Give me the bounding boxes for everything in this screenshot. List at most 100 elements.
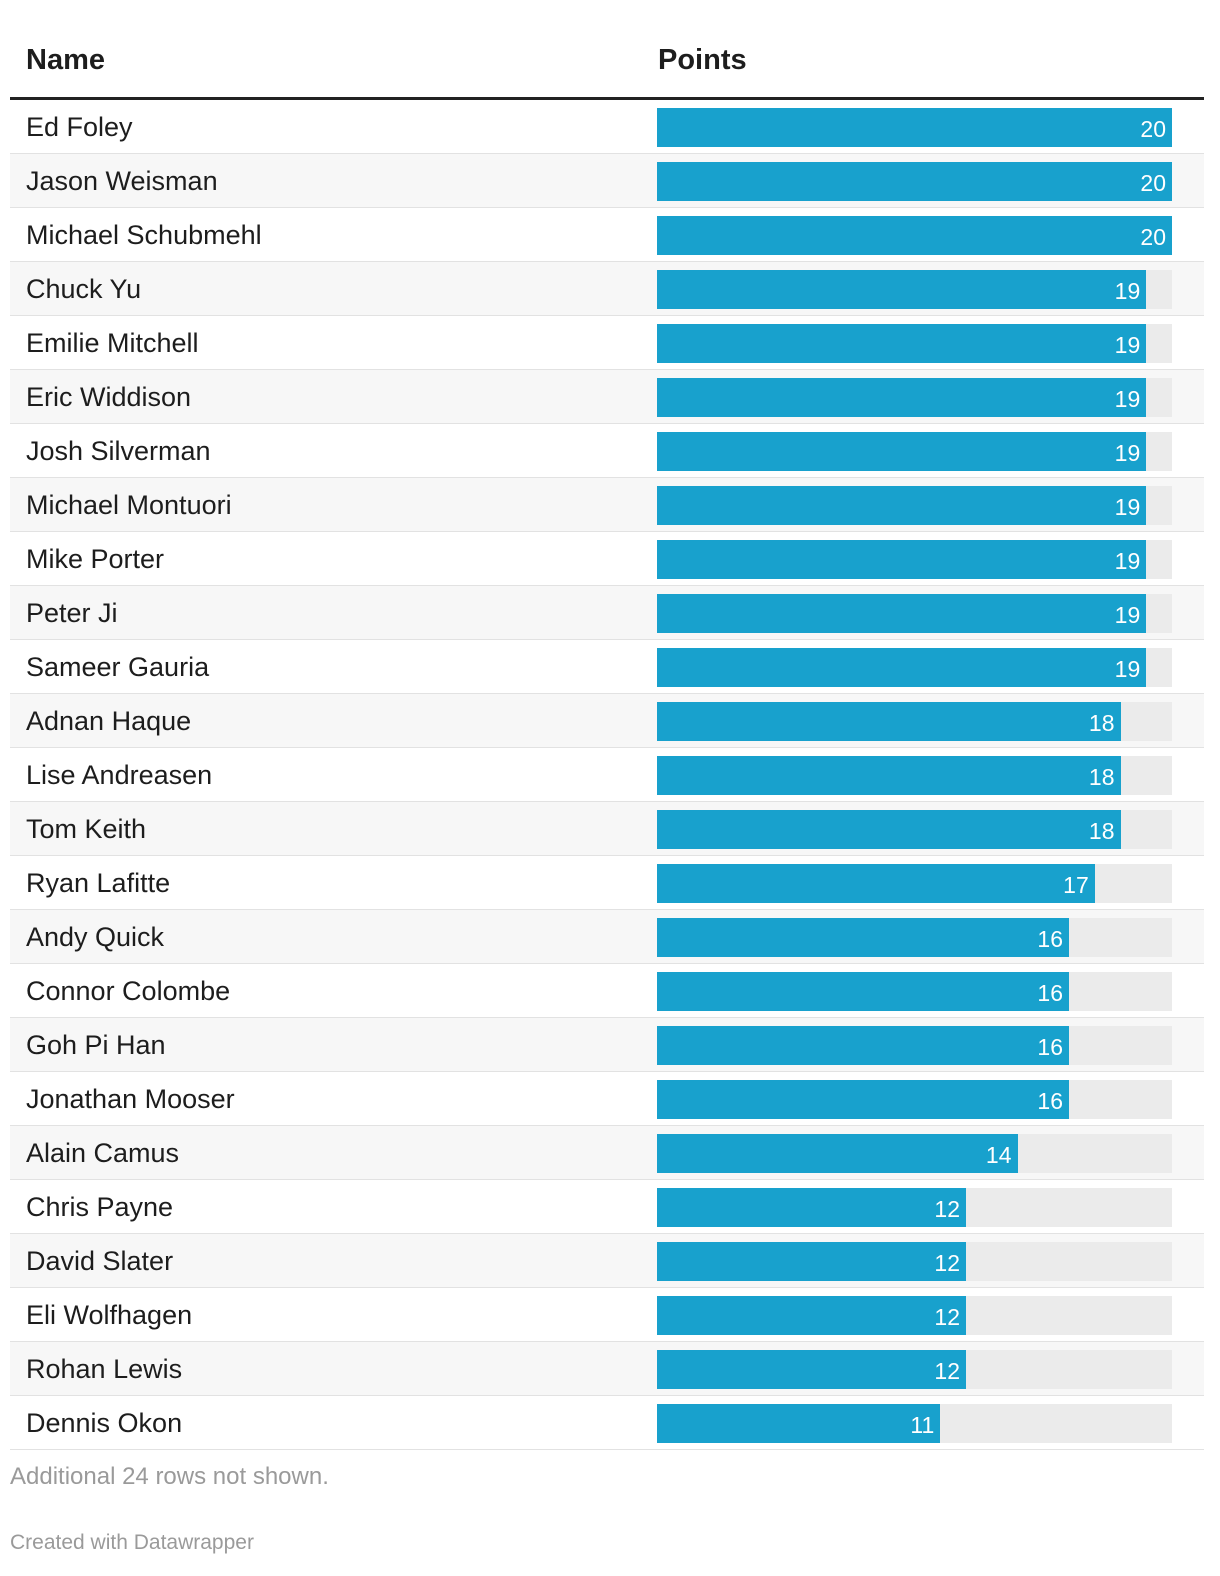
rows-hidden-note: Additional 24 rows not shown. xyxy=(10,1463,329,1490)
points-value-label: 11 xyxy=(910,1412,935,1438)
table-row: Josh Silverman 19 xyxy=(10,424,1204,478)
row-name: Eli Wolfhagen xyxy=(26,1300,193,1330)
bar-track: 12 xyxy=(657,1188,1172,1227)
bar-track: 12 xyxy=(657,1350,1172,1389)
column-header-name: Name xyxy=(26,44,105,76)
points-value-label: 12 xyxy=(934,1358,960,1384)
points-bar: 11 xyxy=(657,1404,941,1443)
row-name: Jason Weisman xyxy=(26,166,218,196)
points-bar: 12 xyxy=(657,1188,966,1227)
points-value-label: 12 xyxy=(934,1196,960,1222)
row-name: Michael Schubmehl xyxy=(26,220,262,250)
table-row: Eli Wolfhagen 12 xyxy=(10,1288,1204,1342)
row-name: Alain Camus xyxy=(26,1138,180,1168)
table-row: Ryan Lafitte 17 xyxy=(10,856,1204,910)
row-name: Mike Porter xyxy=(26,544,165,574)
table-row: Adnan Haque 18 xyxy=(10,694,1204,748)
points-value-label: 16 xyxy=(1037,980,1063,1006)
table-row: David Slater 12 xyxy=(10,1234,1204,1288)
table-row: Michael Montuori 19 xyxy=(10,478,1204,532)
points-value-label: 16 xyxy=(1037,1034,1063,1060)
points-bar: 12 xyxy=(657,1350,966,1389)
points-value-label: 12 xyxy=(934,1304,960,1330)
bar-track: 12 xyxy=(657,1242,1172,1281)
row-name: Josh Silverman xyxy=(26,436,211,466)
row-name: Eric Widdison xyxy=(26,382,192,412)
points-bar: 20 xyxy=(657,162,1172,201)
bar-track: 19 xyxy=(657,270,1172,309)
table-row: Dennis Okon 11 xyxy=(10,1396,1204,1450)
points-bar: 16 xyxy=(657,972,1069,1011)
points-bar: 16 xyxy=(657,918,1069,957)
row-name: Rohan Lewis xyxy=(26,1354,183,1384)
points-bar: 19 xyxy=(657,486,1147,525)
points-value-label: 20 xyxy=(1140,224,1166,250)
row-name: Chuck Yu xyxy=(26,274,142,304)
table-row: Mike Porter 19 xyxy=(10,532,1204,586)
points-bar: 12 xyxy=(657,1296,966,1335)
table-body: Ed Foley 20 Jason Weisman 20 Michael Schubme… xyxy=(10,100,1204,1450)
points-bar: 18 xyxy=(657,756,1121,795)
points-bar: 18 xyxy=(657,702,1121,741)
table-row: Andy Quick 16 xyxy=(10,910,1204,964)
points-bar: 19 xyxy=(657,594,1147,633)
bar-track: 16 xyxy=(657,972,1172,1011)
row-name: Michael Montuori xyxy=(26,490,232,520)
bar-track: 20 xyxy=(657,162,1172,201)
column-header-points: Points xyxy=(658,44,747,76)
points-value-label: 20 xyxy=(1140,170,1166,196)
row-name: David Slater xyxy=(26,1246,174,1276)
points-bar: 19 xyxy=(657,270,1147,309)
row-name: Emilie Mitchell xyxy=(26,328,199,358)
points-bar: 16 xyxy=(657,1080,1069,1119)
points-value-label: 19 xyxy=(1114,278,1141,304)
points-bar: 20 xyxy=(657,216,1172,255)
bar-track: 19 xyxy=(657,486,1172,525)
points-bar: 12 xyxy=(657,1242,966,1281)
bar-track: 16 xyxy=(657,1080,1172,1119)
points-bar: 19 xyxy=(657,432,1147,471)
points-bar: 14 xyxy=(657,1134,1018,1173)
points-bar: 19 xyxy=(657,378,1147,417)
table-header: Name Points xyxy=(10,0,1204,100)
table-row: Alain Camus 14 xyxy=(10,1126,1204,1180)
row-name: Tom Keith xyxy=(26,814,147,844)
bar-track: 17 xyxy=(657,864,1172,903)
table-row: Jonathan Mooser 16 xyxy=(10,1072,1204,1126)
bar-track: 18 xyxy=(657,810,1172,849)
table-row: Ed Foley 20 xyxy=(10,100,1204,154)
points-value-label: 18 xyxy=(1088,710,1115,736)
bar-track: 19 xyxy=(657,594,1172,633)
table-row: Rohan Lewis 12 xyxy=(10,1342,1204,1396)
row-name: Sameer Gauria xyxy=(26,652,210,682)
bar-track: 11 xyxy=(657,1404,1172,1443)
points-value-label: 16 xyxy=(1037,1088,1063,1114)
table-row: Michael Schubmehl 20 xyxy=(10,208,1204,262)
table-row: Goh Pi Han 16 xyxy=(10,1018,1204,1072)
points-bar: 19 xyxy=(657,324,1147,363)
points-value-label: 14 xyxy=(985,1142,1012,1168)
table-row: Emilie Mitchell 19 xyxy=(10,316,1204,370)
points-value-label: 19 xyxy=(1114,656,1141,682)
table-row: Chuck Yu 19 xyxy=(10,262,1204,316)
bar-track: 19 xyxy=(657,432,1172,471)
points-bar: 17 xyxy=(657,864,1095,903)
points-value-label: 18 xyxy=(1088,818,1115,844)
table-row: Eric Widdison 19 xyxy=(10,370,1204,424)
table-row: Peter Ji 19 xyxy=(10,586,1204,640)
row-name: Goh Pi Han xyxy=(26,1030,166,1060)
row-name: Connor Colombe xyxy=(26,976,231,1006)
table-row: Chris Payne 12 xyxy=(10,1180,1204,1234)
bar-track: 20 xyxy=(657,108,1172,147)
points-value-label: 19 xyxy=(1114,494,1141,520)
bar-track: 12 xyxy=(657,1296,1172,1335)
bar-track: 18 xyxy=(657,756,1172,795)
points-value-label: 18 xyxy=(1088,764,1115,790)
table-row: Sameer Gauria 19 xyxy=(10,640,1204,694)
table-row: Jason Weisman 20 xyxy=(10,154,1204,208)
points-value-label: 17 xyxy=(1063,872,1089,898)
bar-track: 20 xyxy=(657,216,1172,255)
row-name: Adnan Haque xyxy=(26,706,192,736)
bar-track: 19 xyxy=(657,378,1172,417)
bar-track: 16 xyxy=(657,1026,1172,1065)
